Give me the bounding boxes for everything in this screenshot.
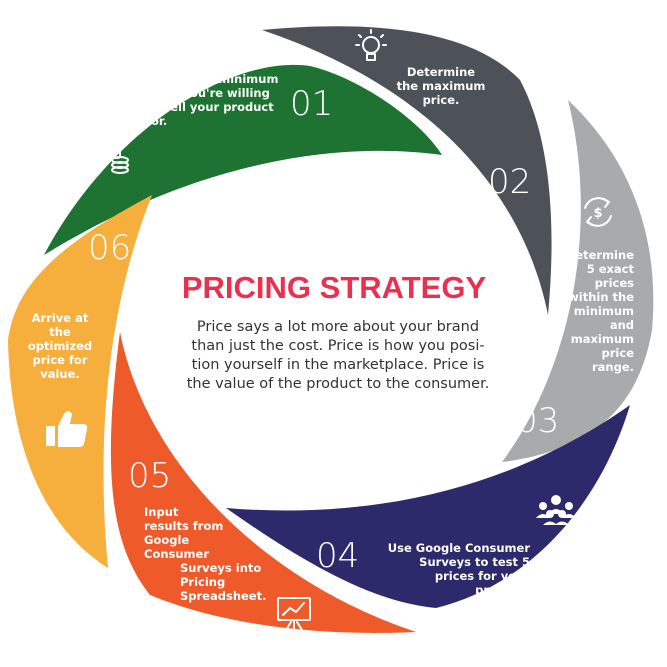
- step-05-line: Input: [144, 505, 179, 519]
- step-06-line: the: [49, 325, 71, 339]
- step-04-line: Surveys to test 5: [419, 555, 530, 569]
- description-line: than just the cost. Price is how you pos…: [191, 338, 484, 354]
- step-05-line: results from: [144, 519, 223, 533]
- step-04-line: prices for your: [435, 569, 530, 583]
- presentation-chart-icon: [277, 597, 311, 631]
- description-line: the value of the product to the consumer…: [187, 376, 490, 392]
- step-03-line: minimum: [574, 304, 634, 318]
- step-02-line: price.: [423, 93, 460, 107]
- step-06-line: value.: [40, 367, 80, 381]
- step-02-text: Determine the maximum price.: [397, 65, 486, 107]
- step-02-line: Determine: [407, 65, 475, 79]
- center-description: Price says a lot more about your brand t…: [187, 319, 490, 392]
- thumbs-up-icon: [46, 411, 88, 447]
- step-01-line: for.: [146, 114, 167, 128]
- people-group-icon: [536, 495, 576, 525]
- step-06-text: Arrive at the optimized price for value.: [28, 311, 92, 381]
- step-04-text: Use Google Consumer Surveys to test 5 pr…: [388, 541, 531, 597]
- step-04-number: 04: [316, 536, 359, 576]
- step-06-line: Arrive at: [32, 311, 89, 325]
- step-03-line: maximum: [571, 332, 634, 346]
- step-03-text: Determine 5 exact prices within the mini…: [566, 248, 635, 374]
- step-04-line: Use Google Consumer: [388, 541, 531, 555]
- step-05-line: Google: [144, 533, 189, 547]
- petal-step-03: [502, 100, 654, 462]
- step-01-line: price you're willing: [146, 86, 270, 100]
- step-01-line: to sell your product: [146, 100, 274, 114]
- step-03-line: range.: [592, 360, 634, 374]
- step-06-line: price for: [32, 353, 87, 367]
- step-06-line: optimized: [28, 339, 92, 353]
- step-03-line: Determine: [566, 248, 634, 262]
- step-01-number: 01: [290, 84, 333, 124]
- step-03-line: price: [602, 346, 635, 360]
- petal-step-02: [262, 26, 552, 316]
- step-05-line: Pricing: [180, 575, 225, 589]
- description-line: Price says a lot more about your brand: [197, 319, 479, 335]
- petal-step-01: [44, 64, 442, 255]
- step-03-number: 03: [516, 401, 559, 441]
- step-05-line: Consumer: [144, 547, 209, 561]
- step-06-number: 06: [88, 228, 131, 268]
- step-03-line: and: [610, 318, 634, 332]
- step-05-number: 05: [128, 456, 171, 496]
- petal-step-04: [226, 405, 630, 608]
- dollar-cycle-icon: $: [584, 197, 612, 227]
- step-04-line: product.: [475, 583, 530, 597]
- step-02-number: 02: [488, 162, 531, 202]
- step-02-line: the maximum: [397, 79, 486, 93]
- step-03-line: within the: [568, 290, 634, 304]
- step-05-line: Spreadsheet.: [180, 589, 266, 603]
- svg-text:$: $: [593, 206, 602, 221]
- description-line: tion yourself in the marketplace. Price …: [192, 357, 485, 373]
- step-05-line: Surveys into: [180, 561, 261, 575]
- credit-card-coins-icon: [89, 137, 129, 174]
- step-03-line: prices: [595, 276, 634, 290]
- step-01-text: Determine minimum price you're willing t…: [146, 72, 278, 128]
- petal-step-06: [8, 195, 152, 568]
- lightbulb-icon: [355, 29, 387, 61]
- petal-step-05: [110, 332, 416, 633]
- step-03-line: 5 exact: [587, 262, 635, 276]
- step-05-text: Input results from Google Consumer Surve…: [144, 505, 266, 603]
- page-title: PRICING STRATEGY: [182, 270, 487, 305]
- step-01-line: Determine minimum: [146, 72, 278, 86]
